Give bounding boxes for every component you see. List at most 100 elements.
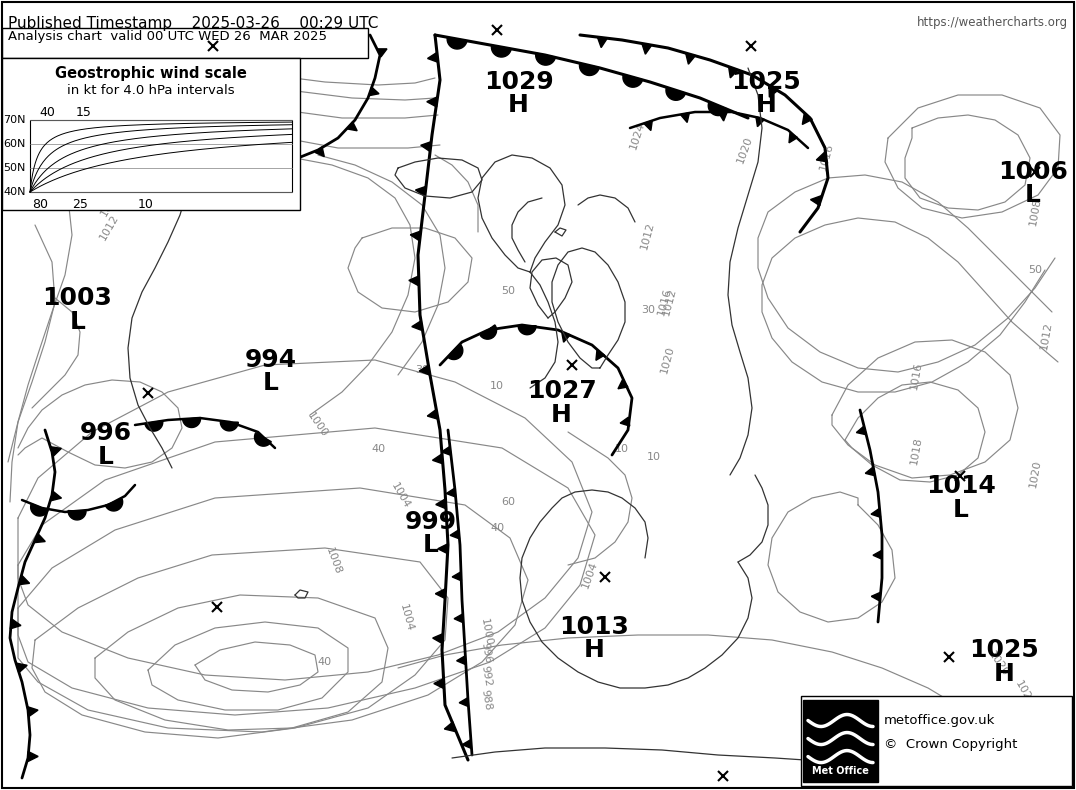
Text: 1016: 1016 [98, 189, 122, 219]
Polygon shape [427, 52, 438, 62]
Text: 1025: 1025 [732, 70, 801, 93]
Text: 996: 996 [80, 421, 131, 445]
Text: metoffice.gov.uk: metoffice.gov.uk [884, 714, 995, 727]
Text: 1012: 1012 [661, 287, 678, 317]
Text: 1024: 1024 [1013, 679, 1036, 709]
Text: 1025: 1025 [969, 638, 1038, 662]
Polygon shape [596, 350, 605, 360]
Polygon shape [415, 186, 426, 196]
Polygon shape [872, 509, 880, 517]
Text: H: H [583, 638, 605, 662]
Polygon shape [562, 333, 570, 342]
Polygon shape [183, 418, 200, 427]
Polygon shape [484, 328, 493, 337]
Polygon shape [463, 739, 471, 748]
Polygon shape [436, 498, 447, 509]
Polygon shape [580, 63, 599, 76]
Polygon shape [68, 510, 86, 520]
Text: 1016: 1016 [656, 287, 674, 317]
Polygon shape [480, 325, 497, 339]
Text: 15: 15 [76, 106, 91, 119]
Polygon shape [872, 592, 880, 601]
Text: https://weathercharts.org: https://weathercharts.org [917, 16, 1068, 29]
Text: 40N: 40N [3, 187, 26, 197]
Text: 10: 10 [647, 452, 662, 461]
Polygon shape [421, 141, 431, 152]
Text: 1006: 1006 [999, 160, 1067, 183]
Text: L: L [98, 445, 113, 468]
Polygon shape [18, 575, 29, 585]
Text: 1014: 1014 [926, 474, 995, 498]
Polygon shape [433, 454, 443, 464]
Polygon shape [666, 88, 685, 100]
Text: H: H [228, 93, 250, 117]
Text: 1018: 1018 [909, 435, 924, 465]
Polygon shape [719, 111, 727, 121]
Polygon shape [409, 276, 419, 286]
Polygon shape [681, 113, 690, 122]
Text: 1012: 1012 [1038, 321, 1053, 351]
Text: L: L [1025, 183, 1040, 207]
Text: 1028: 1028 [109, 118, 132, 148]
Text: 30: 30 [414, 365, 429, 374]
Polygon shape [427, 97, 437, 107]
Text: Published Timestamp    2025-03-26    00:29 UTC: Published Timestamp 2025-03-26 00:29 UTC [8, 16, 379, 31]
Polygon shape [450, 530, 459, 539]
Text: 1004: 1004 [580, 560, 599, 590]
Polygon shape [410, 231, 421, 241]
Polygon shape [597, 37, 607, 47]
Text: 40: 40 [317, 657, 332, 667]
Text: 1020: 1020 [735, 135, 754, 165]
Polygon shape [642, 43, 652, 55]
Text: 10: 10 [490, 381, 505, 390]
Text: 1027: 1027 [527, 379, 596, 403]
Text: 1032: 1032 [109, 94, 132, 124]
Text: 1016: 1016 [909, 360, 924, 390]
Polygon shape [16, 663, 27, 673]
Polygon shape [685, 54, 695, 64]
Text: L: L [423, 533, 438, 557]
Text: 1000: 1000 [306, 411, 329, 439]
Text: 1008: 1008 [1028, 197, 1043, 227]
Text: 10: 10 [614, 444, 629, 453]
Text: 996: 996 [480, 641, 493, 664]
Text: 60: 60 [500, 497, 515, 506]
Polygon shape [51, 491, 61, 501]
Text: 40: 40 [285, 104, 300, 114]
Polygon shape [11, 619, 20, 629]
Text: 80: 80 [32, 198, 48, 211]
Polygon shape [27, 706, 38, 717]
Polygon shape [817, 152, 827, 162]
Text: 40: 40 [490, 523, 505, 532]
Polygon shape [810, 196, 821, 205]
Polygon shape [34, 533, 45, 543]
Polygon shape [447, 488, 456, 497]
Bar [30, 120, 292, 192]
Text: H: H [551, 403, 572, 427]
Text: 30: 30 [640, 305, 655, 314]
Polygon shape [377, 49, 387, 57]
Text: Analysis chart  valid 00 UTC WED 26  MAR 2025: Analysis chart valid 00 UTC WED 26 MAR 2… [8, 30, 327, 43]
Text: 994: 994 [245, 348, 297, 371]
Bar [803, 700, 878, 782]
Text: Geostrophic wind scale: Geostrophic wind scale [55, 66, 246, 81]
Text: H: H [755, 93, 777, 117]
Text: 1020: 1020 [1028, 459, 1043, 489]
Polygon shape [728, 67, 738, 78]
Polygon shape [454, 614, 464, 623]
Polygon shape [536, 53, 555, 65]
Text: 999: 999 [405, 510, 456, 533]
Polygon shape [623, 75, 642, 87]
Polygon shape [441, 446, 451, 455]
Text: 1020: 1020 [987, 649, 1010, 678]
Polygon shape [420, 365, 429, 375]
Polygon shape [221, 422, 238, 431]
Text: L: L [953, 498, 968, 521]
Polygon shape [434, 679, 443, 689]
Polygon shape [105, 498, 123, 511]
Text: 1008: 1008 [324, 546, 343, 576]
Text: 1004: 1004 [388, 481, 412, 511]
Polygon shape [369, 87, 379, 96]
Polygon shape [769, 86, 778, 97]
Text: 50: 50 [500, 286, 515, 295]
